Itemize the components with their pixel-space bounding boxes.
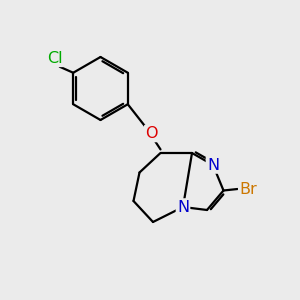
Text: Br: Br (239, 182, 257, 196)
Text: Cl: Cl (47, 51, 63, 66)
Text: O: O (145, 126, 158, 141)
Text: N: N (177, 200, 189, 214)
Text: N: N (207, 158, 219, 172)
